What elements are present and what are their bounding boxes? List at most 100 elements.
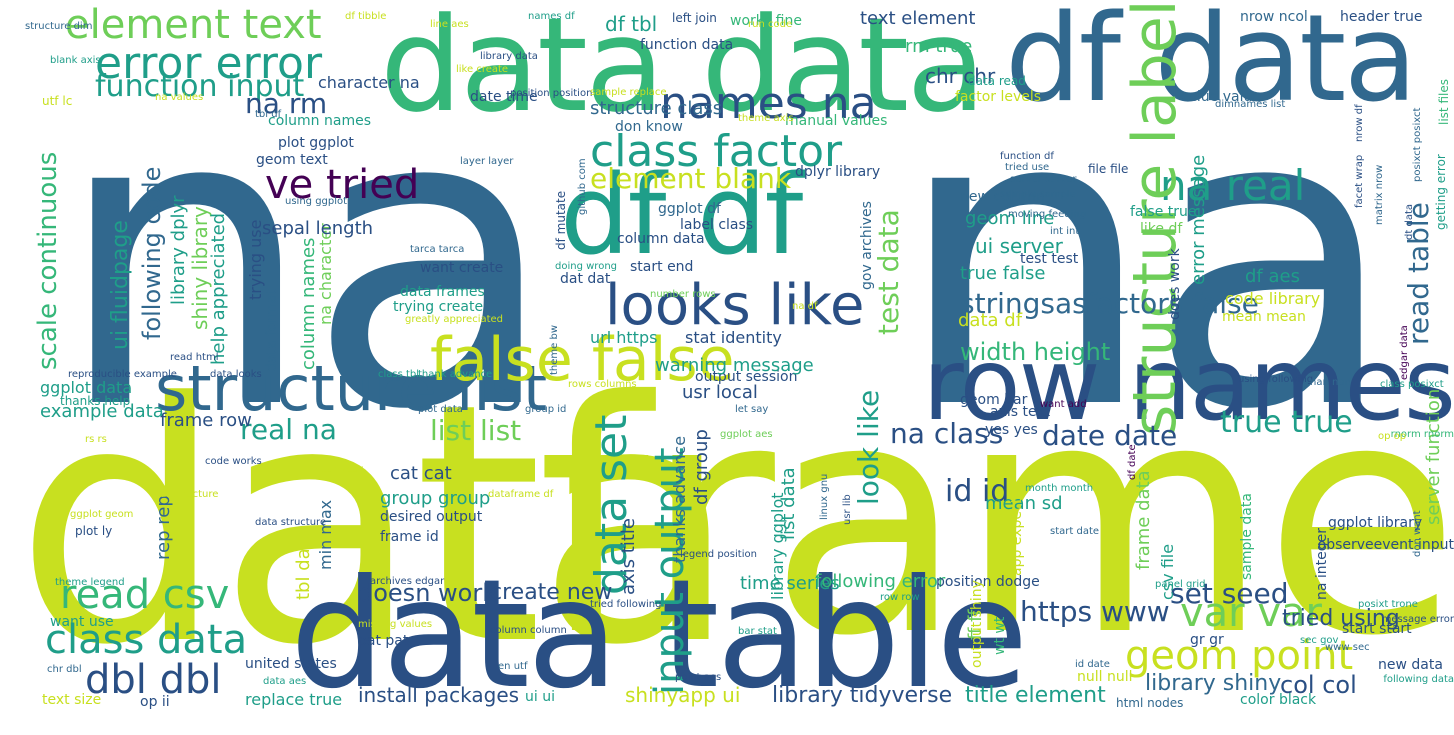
word-cloud-term: desired output xyxy=(380,510,482,524)
word-token: id xyxy=(557,404,567,415)
word-cloud-term: works fine xyxy=(730,14,802,28)
word-cloud-term: frame id xyxy=(380,530,439,544)
word-cloud-term: real na xyxy=(240,416,337,444)
word-token: using xyxy=(1340,606,1400,631)
word-cloud-term: doing wrong xyxy=(555,262,617,272)
word-token: position xyxy=(717,549,757,560)
word-token: structure xyxy=(25,21,71,32)
word-token: geom xyxy=(256,152,296,168)
word-token: dat xyxy=(587,271,611,287)
word-token: moving xyxy=(1008,209,1046,220)
word-token: na xyxy=(245,87,280,120)
word-cloud-term: text size xyxy=(42,693,101,707)
word-token: cat xyxy=(423,463,452,484)
word-token: trying xyxy=(246,252,265,300)
word-cloud-term: rnorm rnorm xyxy=(1391,430,1454,440)
word-token: data xyxy=(1154,0,1417,129)
word-token: following xyxy=(1268,374,1314,385)
word-token: create xyxy=(490,580,560,605)
word-cloud-term: rep rep xyxy=(153,495,174,560)
word-cloud-term: point aes xyxy=(675,673,721,683)
word-token: list xyxy=(1270,99,1286,110)
word-cloud-term: plot ggplot xyxy=(278,136,354,150)
word-token: columns xyxy=(594,379,637,390)
word-token: error xyxy=(215,38,323,89)
word-cloud-term: col col xyxy=(1280,673,1357,697)
word-cloud-term: manual values xyxy=(785,114,887,128)
word-cloud-term: ggplot geom xyxy=(70,510,133,520)
word-token: tried xyxy=(326,162,420,208)
word-token: df xyxy=(1004,310,1023,331)
word-token: false xyxy=(1130,204,1164,220)
word-cloud-term: replace true xyxy=(245,692,342,708)
word-token: data xyxy=(1239,493,1255,525)
word-cloud-term: pat pat xyxy=(358,634,408,648)
word-token: tbl xyxy=(406,369,420,380)
word-token: row xyxy=(922,326,1101,443)
word-token: ve xyxy=(265,162,314,208)
word-token: plot xyxy=(278,135,305,151)
word-token: group xyxy=(525,404,555,415)
word-cloud-term: server function xyxy=(1423,389,1444,525)
word-cloud-term: let say xyxy=(735,405,768,415)
word-token: tbl xyxy=(293,576,314,600)
word-token: tarca xyxy=(438,244,465,255)
word-token: aes xyxy=(1268,266,1300,287)
word-token: column xyxy=(490,625,527,636)
word-cloud-term: tbl df xyxy=(255,110,281,120)
word-token: shiny xyxy=(969,580,985,618)
word-cloud-term: install packages xyxy=(358,685,519,705)
word-token: start xyxy=(1342,621,1375,637)
word-token: point xyxy=(1251,633,1354,679)
word-token: edgar xyxy=(1399,350,1410,380)
word-token: function xyxy=(95,69,218,104)
word-token: element xyxy=(901,8,976,29)
word-cloud-term: tried use xyxy=(1005,163,1049,173)
word-cloud-term: header true xyxy=(1340,10,1423,24)
word-token: theme xyxy=(55,577,88,588)
word-token: appreciated xyxy=(443,314,504,325)
word-token: csv xyxy=(162,572,230,618)
word-cloud-term: sample sample xyxy=(1000,190,1076,200)
word-cloud-term: na rm xyxy=(245,90,327,118)
word-token: mean xyxy=(1222,309,1262,325)
word-cloud-term: data read xyxy=(968,75,1026,87)
word-cloud-term: gr gr xyxy=(1190,633,1224,647)
word-token: df xyxy=(1044,151,1054,162)
word-token: id xyxy=(425,529,439,545)
word-cloud-term: value value xyxy=(1180,90,1261,104)
word-token: doing xyxy=(555,261,583,272)
word-token: observeevent xyxy=(1317,537,1414,553)
word-token: class xyxy=(590,126,700,177)
word-cloud-term: trying create xyxy=(393,300,483,314)
word-token: ggplot xyxy=(720,429,752,440)
word-cloud-term: factor levels xyxy=(955,90,1041,104)
word-token: series xyxy=(786,573,840,594)
word-token: date xyxy=(1127,444,1138,467)
word-cloud-term: thank advance xyxy=(418,370,492,380)
word-token: fluidpage xyxy=(108,220,133,323)
word-cloud-term: panel grid xyxy=(1155,580,1206,590)
word-cloud-term: shinyapp ui xyxy=(625,685,740,705)
word-token: using xyxy=(1238,374,1266,385)
word-token: tbl xyxy=(255,109,269,120)
word-token: stat xyxy=(757,626,777,637)
word-cloud-term: missing values xyxy=(358,620,432,630)
word-cloud-term: structure list xyxy=(155,358,547,420)
word-token: don xyxy=(1412,538,1423,557)
word-cloud-term: data aes xyxy=(263,677,306,687)
word-cloud-term: df tibble xyxy=(345,12,386,22)
word-cloud-term: output shiny xyxy=(969,580,985,668)
word-cloud-term: character na xyxy=(318,75,420,91)
word-cloud-term: does work xyxy=(1167,248,1183,320)
word-token: ly xyxy=(101,524,113,538)
word-token: scale xyxy=(33,303,63,370)
word-cloud-term: frame data xyxy=(1133,470,1154,570)
word-cloud-term: bar stat xyxy=(738,627,777,637)
word-token: nrow xyxy=(1240,9,1275,25)
word-token: posixt xyxy=(1358,599,1389,610)
word-token: library xyxy=(835,164,881,180)
word-token: dim xyxy=(73,21,93,32)
word-cloud-term: data format xyxy=(264,289,280,372)
word-token: na xyxy=(1314,582,1330,600)
